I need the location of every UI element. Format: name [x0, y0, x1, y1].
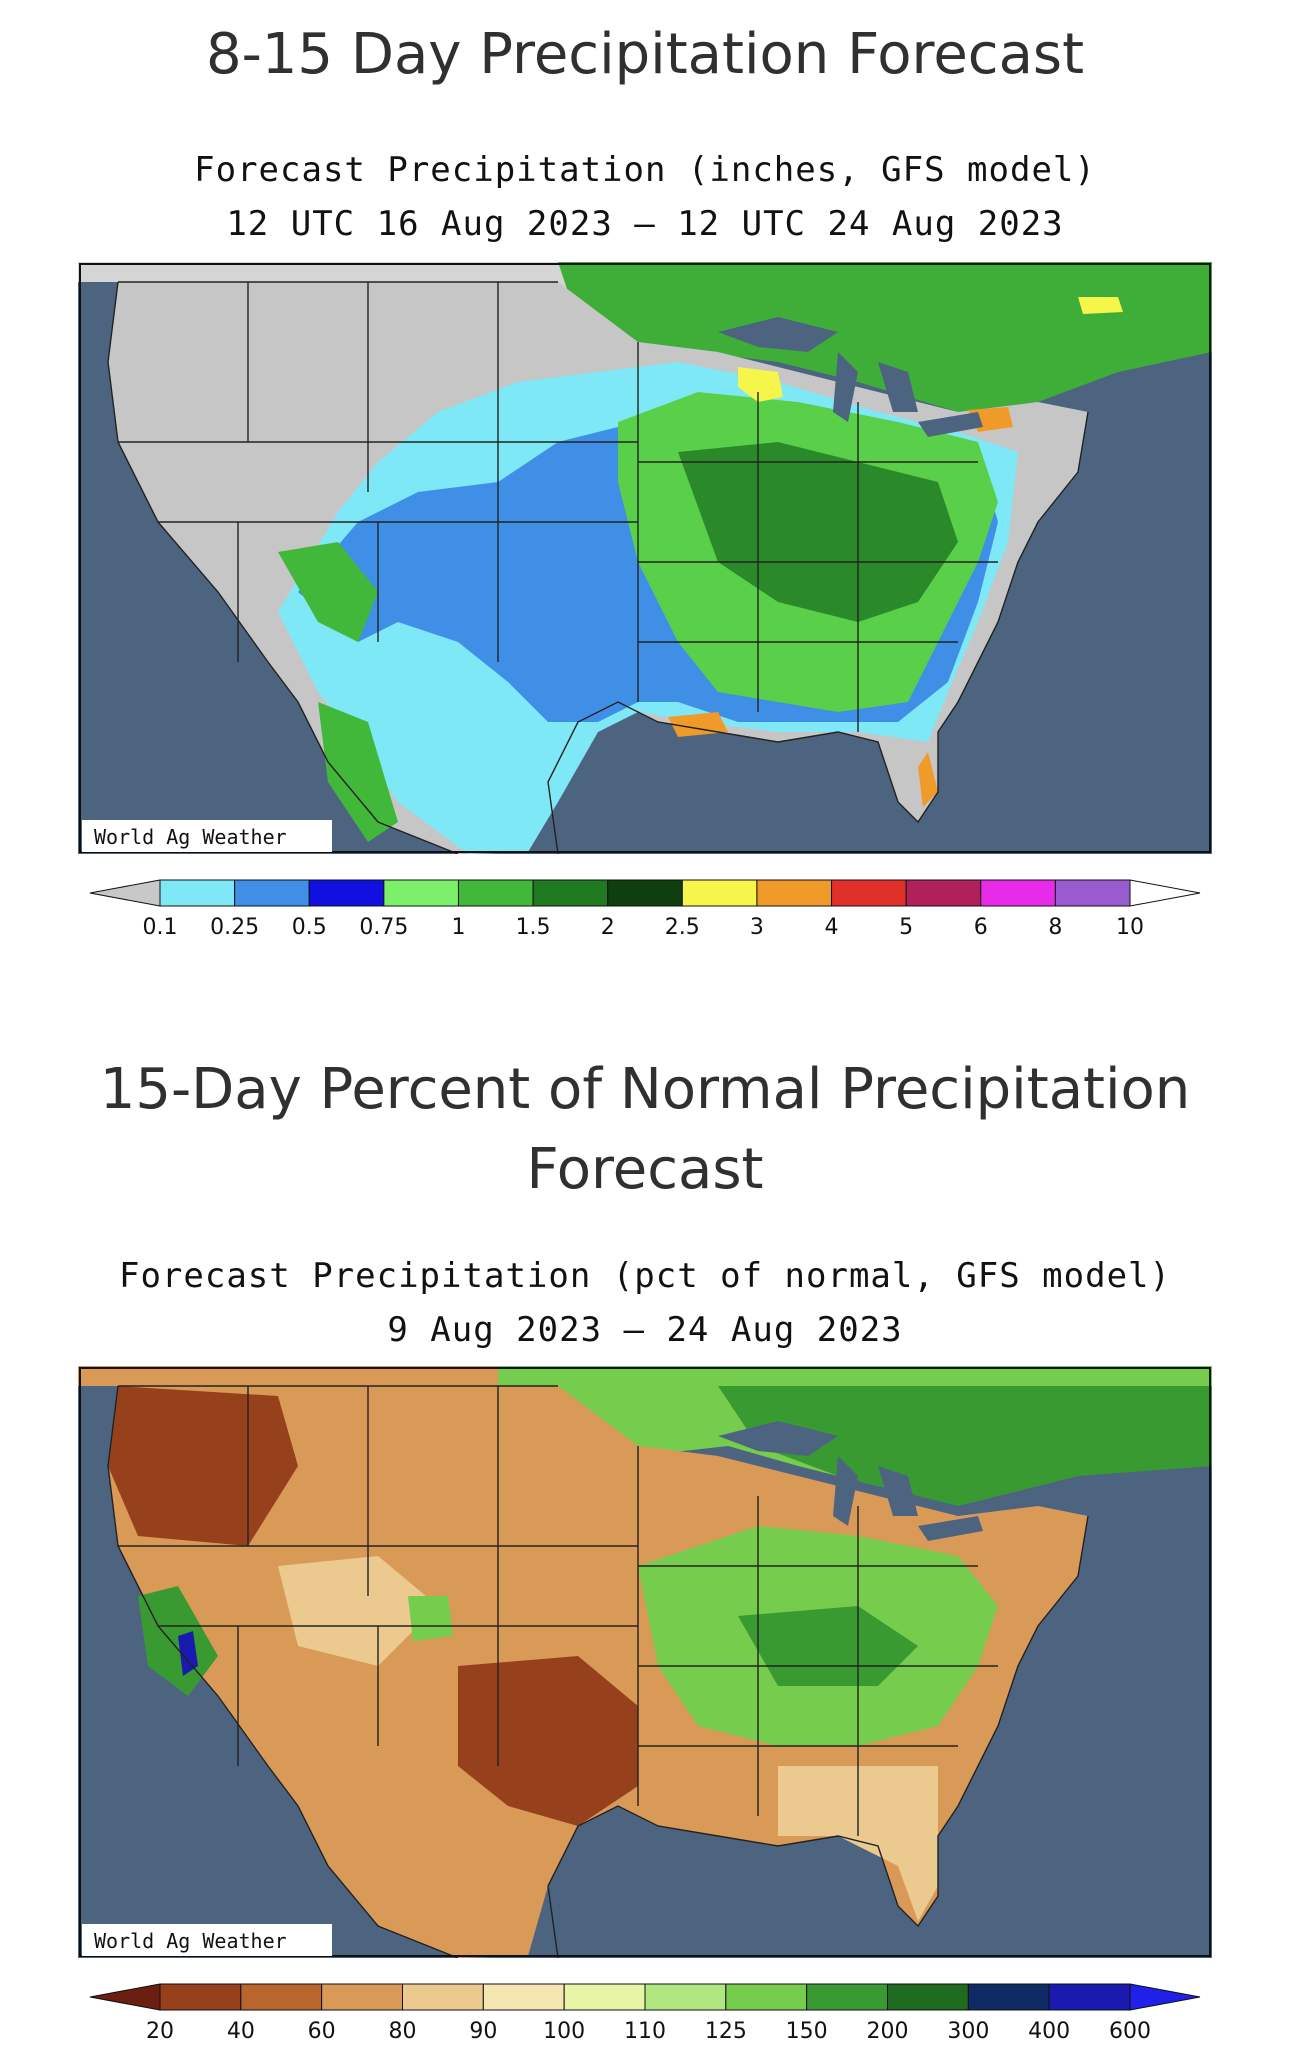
precip-zone-southwest-green [278, 542, 378, 642]
colorbar-cell [905, 879, 982, 907]
colorbar-tick-label: 4 [825, 915, 839, 940]
dry-zone-northwest [108, 1386, 298, 1546]
colorbar-cell [756, 879, 833, 907]
colorbar-tick-label: 125 [705, 2019, 747, 2044]
colorbar-cell [234, 879, 310, 907]
colorbar-end-high [1129, 879, 1201, 907]
colorbar-cell [1054, 879, 1131, 907]
map-credit: World Ag Weather [94, 825, 287, 849]
wet-zone-utah [408, 1596, 453, 1641]
great-lakes [718, 317, 983, 437]
colorbar-cell [457, 879, 534, 907]
colorbar-cell [402, 1983, 484, 2011]
colorbar-tick-label: 0.1 [143, 915, 178, 940]
precip-spot-yellow-1 [738, 367, 783, 402]
colorbar-tick-label: 100 [543, 2019, 585, 2044]
colorbar-cell [308, 879, 385, 907]
colorbar-tick-label: 600 [1109, 2019, 1151, 2044]
precipitation-legend: 0.1 0.25 0.5 0.75 1 1.5 2 2.5 3 4 5 6 8 10 [89, 879, 1201, 940]
colorbar-tick-label: 2.5 [665, 915, 700, 940]
canada-precip-east [558, 262, 1212, 412]
colorbar-cell [725, 1983, 808, 2011]
colorbar-end-high [1129, 1983, 1201, 2011]
normal-zone-plains [278, 1556, 438, 1666]
colorbar-cell [532, 879, 609, 907]
colorbar-tick-label: 0.25 [210, 915, 259, 940]
colorbar-cell [383, 879, 459, 907]
precipitation-map: World Ag Weather [78, 262, 1212, 854]
colorbar-end-low [89, 1983, 161, 2011]
great-lakes [718, 1421, 983, 1541]
colorbar-tick-label: 8 [1048, 915, 1062, 940]
colorbar-cell [563, 1983, 646, 2011]
section-2-heading: 15-Day Percent of Normal Precipitation F… [99, 1057, 1191, 1202]
wet-zone-southwest [138, 1586, 218, 1696]
section-1-heading: 8-15 Day Precipitation Forecast [205, 22, 1085, 87]
colorbar-end-low [89, 879, 161, 907]
colorbar-tick-label: 150 [786, 2019, 828, 2044]
precip-zone-dark-green [678, 442, 958, 622]
colorbar-tick-label: 1 [451, 915, 465, 940]
colorbar-cell [159, 879, 236, 907]
colorbar-cell [967, 1983, 1050, 2011]
colorbar-tick-label: 90 [469, 2019, 497, 2044]
colorbar-tick-label: 2 [601, 915, 615, 940]
map-1-title: Forecast Precipitation (inches, GFS mode… [194, 150, 1096, 190]
colorbar-cell [980, 879, 1056, 907]
colorbar-cell [607, 879, 683, 907]
colorbar-tick-label: 80 [389, 2019, 417, 2044]
colorbar-cell [240, 1983, 323, 2011]
map-1-date-range: 12 UTC 16 Aug 2023 – 12 UTC 24 Aug 2023 [226, 204, 1064, 244]
colorbar-cell [806, 1983, 889, 2011]
colorbar-tick-label: 0.5 [292, 915, 327, 940]
precip-zone-mexico-green [318, 702, 398, 842]
colorbar-cell [644, 1983, 727, 2011]
colorbar-tick-label: 10 [1116, 915, 1144, 940]
percent-of-normal-map: World Ag Weather [78, 1366, 1212, 1958]
colorbar-tick-label: 40 [227, 2019, 255, 2044]
map-2-title: Forecast Precipitation (pct of normal, G… [118, 1256, 1172, 1296]
colorbar-tick-label: 110 [624, 2019, 666, 2044]
colorbar-tick-label: 0.75 [359, 915, 408, 940]
colorbar-tick-label: 3 [750, 915, 764, 940]
colorbar-cell [482, 1983, 565, 2011]
colorbar-tick-label: 5 [899, 915, 913, 940]
colorbar-tick-label: 400 [1028, 2019, 1070, 2044]
precip-spot-yellow-2 [1078, 297, 1123, 314]
state-boundaries [107, 1385, 1089, 1958]
percent-of-normal-legend: 20 40 60 80 90 100 110 125 150 200 300 400 600 [89, 1983, 1201, 2044]
colorbar-cell [1048, 1983, 1131, 2011]
colorbar-tick-label: 200 [867, 2019, 909, 2044]
colorbar-cell [159, 1983, 242, 2011]
colorbar-cell [831, 879, 907, 907]
colorbar-tick-label: 6 [974, 915, 988, 940]
colorbar-cell [887, 1983, 969, 2011]
normal-zone-southeast [778, 1766, 938, 1921]
colorbar-tick-label: 1.5 [516, 915, 551, 940]
colorbar-tick-label: 300 [947, 2019, 989, 2044]
colorbar-tick-label: 20 [146, 2019, 174, 2044]
colorbar-tick-label: 60 [308, 2019, 336, 2044]
dry-zone-southern-plains [458, 1656, 638, 1826]
precip-spot-orange-3 [918, 752, 938, 807]
state-boundaries [107, 281, 1089, 854]
map-credit: World Ag Weather [94, 1929, 287, 1953]
wet-zone-southwest-core [178, 1631, 198, 1676]
colorbar-cell [321, 1983, 404, 2011]
colorbar-cell [681, 879, 758, 907]
map-2-date-range: 9 Aug 2023 – 24 Aug 2023 [387, 1310, 903, 1350]
